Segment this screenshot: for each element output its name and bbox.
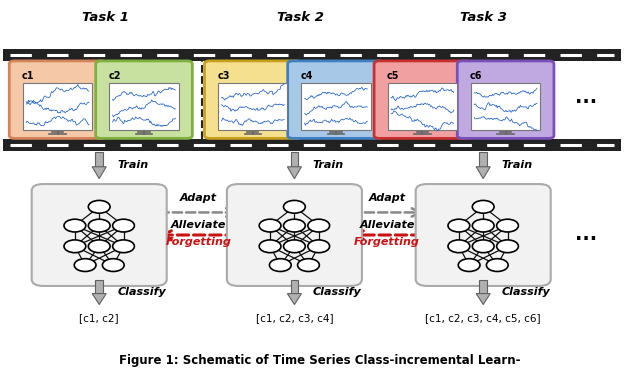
Text: Forgetting: Forgetting	[166, 237, 231, 247]
Circle shape	[298, 259, 319, 271]
Text: Adapt: Adapt	[180, 193, 217, 203]
Text: Task 2: Task 2	[277, 11, 324, 24]
FancyBboxPatch shape	[227, 184, 362, 286]
Circle shape	[486, 259, 508, 271]
Circle shape	[259, 219, 281, 232]
Polygon shape	[92, 167, 106, 179]
Text: Adapt: Adapt	[369, 193, 406, 203]
Polygon shape	[287, 167, 301, 179]
Circle shape	[88, 200, 110, 213]
Text: Classify: Classify	[117, 287, 166, 297]
FancyBboxPatch shape	[291, 280, 298, 294]
Circle shape	[64, 219, 86, 232]
Text: c4: c4	[301, 71, 313, 81]
Circle shape	[88, 240, 110, 253]
Text: c2: c2	[109, 71, 121, 81]
Text: Task 3: Task 3	[460, 11, 507, 24]
Text: Forgetting: Forgetting	[355, 237, 420, 247]
Bar	[388, 83, 457, 130]
Circle shape	[102, 259, 124, 271]
Bar	[109, 83, 179, 130]
Bar	[471, 83, 540, 130]
Bar	[301, 83, 371, 130]
Circle shape	[458, 259, 480, 271]
Text: Train: Train	[117, 161, 148, 170]
Text: [c1, c2, c3, c4, c5, c6]: [c1, c2, c3, c4, c5, c6]	[426, 313, 541, 323]
Bar	[3, 49, 621, 61]
FancyBboxPatch shape	[479, 280, 487, 294]
FancyBboxPatch shape	[288, 61, 385, 138]
FancyBboxPatch shape	[96, 61, 192, 138]
FancyBboxPatch shape	[291, 152, 298, 167]
Circle shape	[74, 259, 96, 271]
Circle shape	[308, 219, 330, 232]
Circle shape	[497, 240, 518, 253]
Text: Train: Train	[501, 161, 532, 170]
Circle shape	[472, 240, 494, 253]
Text: Task 1: Task 1	[82, 11, 129, 24]
FancyBboxPatch shape	[32, 184, 166, 286]
Circle shape	[284, 219, 305, 232]
Circle shape	[88, 219, 110, 232]
Circle shape	[448, 240, 470, 253]
Text: c3: c3	[218, 71, 230, 81]
Polygon shape	[287, 294, 301, 305]
Text: Train: Train	[312, 161, 344, 170]
Circle shape	[448, 219, 470, 232]
Circle shape	[269, 259, 291, 271]
Polygon shape	[476, 294, 490, 305]
Text: Classify: Classify	[501, 287, 550, 297]
FancyBboxPatch shape	[95, 280, 103, 294]
Text: [c1, c2]: [c1, c2]	[79, 313, 119, 323]
Text: Alleviate: Alleviate	[360, 220, 415, 230]
Text: Classify: Classify	[312, 287, 361, 297]
FancyBboxPatch shape	[374, 61, 471, 138]
Circle shape	[113, 240, 134, 253]
Circle shape	[259, 240, 281, 253]
Circle shape	[497, 219, 518, 232]
Circle shape	[308, 240, 330, 253]
Bar	[218, 83, 287, 130]
Text: c6: c6	[470, 71, 483, 81]
Circle shape	[64, 240, 86, 253]
Text: Figure 1: Schematic of Time Series Class-incremental Learn-: Figure 1: Schematic of Time Series Class…	[119, 353, 521, 367]
FancyBboxPatch shape	[416, 184, 550, 286]
FancyBboxPatch shape	[205, 61, 301, 138]
Circle shape	[284, 200, 305, 213]
FancyBboxPatch shape	[479, 152, 487, 167]
FancyBboxPatch shape	[9, 61, 106, 138]
Text: ...: ...	[575, 88, 596, 107]
Text: Alleviate: Alleviate	[171, 220, 226, 230]
Circle shape	[472, 219, 494, 232]
Text: c5: c5	[387, 71, 399, 81]
Circle shape	[284, 240, 305, 253]
Polygon shape	[92, 294, 106, 305]
Text: [c1, c2, c3, c4]: [c1, c2, c3, c4]	[255, 313, 333, 323]
Circle shape	[113, 219, 134, 232]
Polygon shape	[476, 167, 490, 179]
Bar	[3, 139, 621, 151]
Text: ...: ...	[575, 226, 596, 244]
Text: c1: c1	[22, 71, 35, 81]
FancyBboxPatch shape	[458, 61, 554, 138]
Circle shape	[472, 200, 494, 213]
Bar	[23, 83, 92, 130]
FancyBboxPatch shape	[95, 152, 103, 167]
